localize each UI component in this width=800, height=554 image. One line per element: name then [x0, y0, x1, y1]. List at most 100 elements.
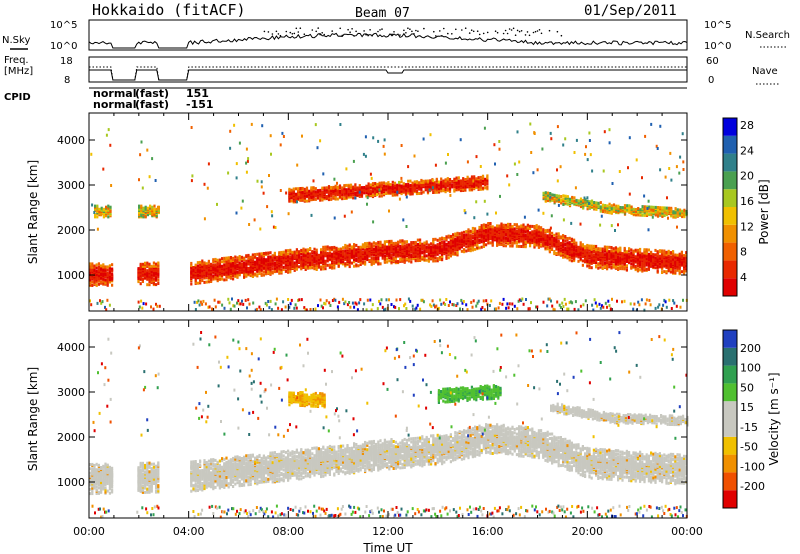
power-cell-727 — [256, 264, 259, 268]
power-cell-2379 — [522, 223, 525, 227]
power-cell-459 — [216, 273, 219, 277]
power-cell-2965 — [617, 266, 620, 270]
power-cell-1016 — [302, 253, 305, 256]
power-cell-3974 — [393, 183, 397, 187]
power-cell-3004 — [621, 254, 624, 258]
power-cell-524 — [225, 256, 228, 260]
power-cell-141 — [111, 283, 114, 287]
power-cell-2694 — [573, 248, 576, 252]
power-cell-2409 — [526, 223, 529, 227]
power-cell-4294 — [475, 181, 478, 185]
nsearch-point — [518, 30, 521, 33]
nsearch-point — [405, 32, 407, 34]
power-cell-4763 — [158, 304, 161, 308]
power-cell-4134 — [435, 183, 438, 187]
power-cell-2540 — [548, 248, 551, 252]
power-cell-2895 — [606, 257, 609, 261]
power-cell-2963 — [614, 246, 617, 250]
power-cell-2109 — [480, 224, 483, 228]
power-cell-2263 — [504, 223, 507, 227]
power-cell-3048 — [630, 265, 633, 269]
power-cell-988 — [298, 255, 301, 259]
nsearch-point — [365, 34, 367, 36]
power-cell-2359 — [520, 232, 523, 235]
power-cell-3073 — [632, 249, 635, 253]
power-cell-4315 — [479, 175, 482, 179]
power-cell-4774 — [208, 305, 211, 309]
power-cell-3975 — [393, 181, 397, 185]
power-cell-2768 — [586, 256, 589, 260]
power-cell-4669 — [659, 206, 662, 210]
power-cell-2651 — [566, 241, 569, 245]
nsearch-point — [311, 29, 314, 31]
power-cell-3852 — [363, 186, 366, 189]
power-cell-205 — [146, 283, 149, 287]
nsearch-point — [435, 35, 437, 37]
power-cell-1517 — [386, 260, 389, 264]
power-cell-2638 — [564, 239, 567, 243]
power-cell-890 — [282, 268, 285, 271]
power-cell-411 — [207, 259, 210, 263]
power-cell-2310 — [511, 225, 514, 229]
power-cell-34 — [93, 279, 96, 283]
power-cell-2835 — [597, 266, 600, 270]
power-cell-2059 — [471, 230, 474, 234]
power-cell-734 — [256, 252, 259, 256]
power-cell-3934 — [382, 181, 386, 185]
power-cell-2960 — [614, 250, 617, 254]
power-cell-3886 — [371, 182, 375, 186]
power-cell-2542 — [548, 242, 551, 246]
power-cell-3491 — [144, 214, 147, 218]
beam-title: Beam 07 — [355, 6, 410, 21]
power-cell-120 — [106, 280, 109, 284]
power-cell-638 — [243, 265, 246, 269]
nsearch-point — [381, 28, 383, 30]
power-cell-1483 — [379, 251, 382, 255]
power-cell-4433 — [573, 196, 576, 200]
power-cell-2814 — [592, 253, 595, 257]
power-cell-1037 — [306, 264, 309, 268]
nsearch-point — [415, 29, 417, 32]
power-cell-1578 — [394, 256, 397, 260]
power-cell-889 — [280, 250, 283, 254]
power-cell-2625 — [562, 238, 565, 242]
power-cell-4790 — [238, 302, 241, 306]
power-cell-4049 — [413, 182, 416, 186]
power-cell-2899 — [606, 252, 609, 256]
power-cell-4782 — [227, 297, 230, 301]
power-cell-1131 — [322, 257, 325, 261]
power-cell-1192 — [333, 263, 336, 267]
power-cell-2848 — [597, 247, 600, 251]
nsearch-point — [277, 33, 280, 35]
power-cell-2165 — [491, 240, 494, 244]
power-cell-916 — [287, 267, 290, 271]
power-cell-215 — [146, 263, 149, 267]
power-cell-4872 — [388, 298, 390, 302]
power-cell-2575 — [555, 246, 558, 250]
power-cell-1643 — [403, 244, 406, 248]
power-cell-3963 — [391, 186, 394, 190]
power-cell-2179 — [493, 237, 496, 241]
power-cell-1731 — [419, 255, 422, 259]
power-cell-3770 — [343, 193, 346, 197]
power-cell-1758 — [423, 254, 426, 258]
power-cell-1161 — [326, 245, 329, 249]
power-cell-2537 — [546, 228, 549, 232]
power-cell-4025 — [407, 179, 410, 183]
power-cell-1426 — [370, 256, 373, 260]
power-cell-4127 — [433, 181, 436, 185]
power-cell-4778 — [217, 300, 220, 304]
power-cell-2877 — [603, 265, 606, 268]
power-cell-2979 — [617, 247, 620, 251]
power-cell-4657 — [656, 214, 660, 218]
power-cell-2670 — [570, 259, 573, 263]
power-cell-1993 — [463, 248, 466, 252]
power-cell-4128 — [435, 190, 438, 194]
power-cell-3829 — [356, 186, 359, 190]
power-cell-4229 — [459, 182, 463, 186]
power-cell-3386 — [683, 262, 686, 266]
power-cell-2584 — [557, 252, 560, 256]
power-cell-957 — [293, 268, 296, 272]
power-cell-2113 — [482, 239, 485, 243]
power-cell-847 — [276, 269, 279, 273]
